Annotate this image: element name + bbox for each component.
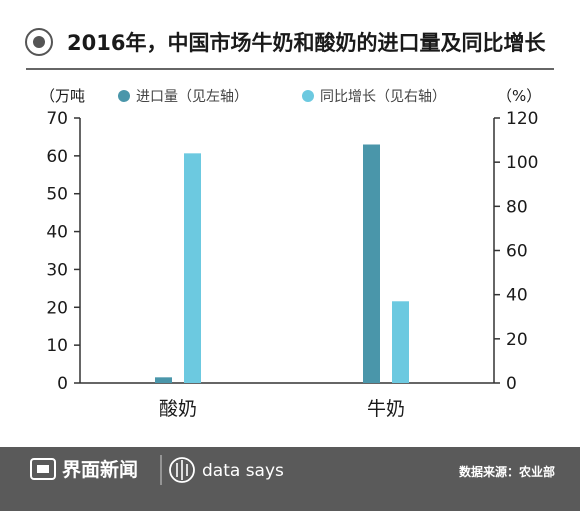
chart-title: 2016年，中国市场牛奶和酸奶的进口量及同比增长 [67,31,546,55]
left-tick-label: 10 [46,336,68,356]
right-tick-label: 60 [506,242,528,262]
data-says-icon [169,457,195,483]
footer-background [0,447,580,511]
category-label-yogurt: 酸奶 [159,398,197,420]
right-tick-label: 100 [506,153,538,173]
bar-growth-yogurt [184,153,201,383]
legend-swatch-growth [302,90,314,102]
left-tick-label: 50 [46,185,68,205]
legend-label-import: 进口量（见左轴） [136,89,248,105]
left-tick-label: 30 [46,260,68,280]
legend-label-growth: 同比增长（见右轴） [320,89,446,105]
left-axis-unit: （万吨 [40,87,85,105]
title-icon [25,28,53,56]
right-tick-label: 80 [506,197,528,217]
data-source: 数据来源：农业部 [459,464,555,479]
footer: 界面新闻 data says 数据来源：农业部 [0,447,580,511]
right-axis-ticks: 0 20 40 60 80 100 120 [494,109,538,394]
category-label-milk: 牛奶 [367,398,405,420]
right-tick-label: 120 [506,109,538,129]
brand-tagline: data says [202,461,284,481]
left-axis-ticks: 0 10 20 30 40 50 60 70 [46,109,80,394]
left-tick-label: 70 [46,109,68,129]
left-tick-label: 20 [46,298,68,318]
left-tick-label: 40 [46,223,68,243]
legend-swatch-import [118,90,130,102]
right-axis-unit: （%） [497,87,541,105]
right-tick-label: 20 [506,330,528,350]
brand-name: 界面新闻 [62,458,138,481]
bar-import-milk [363,144,380,383]
left-tick-label: 0 [57,374,68,394]
bars [155,144,409,383]
left-tick-label: 60 [46,147,68,167]
right-tick-label: 0 [506,374,517,394]
right-tick-label: 40 [506,286,528,306]
bar-growth-milk [392,301,409,383]
brand-logo-icon [30,458,56,480]
legend: 进口量（见左轴） 同比增长（见右轴） [118,89,446,105]
bar-import-yogurt [155,377,172,383]
